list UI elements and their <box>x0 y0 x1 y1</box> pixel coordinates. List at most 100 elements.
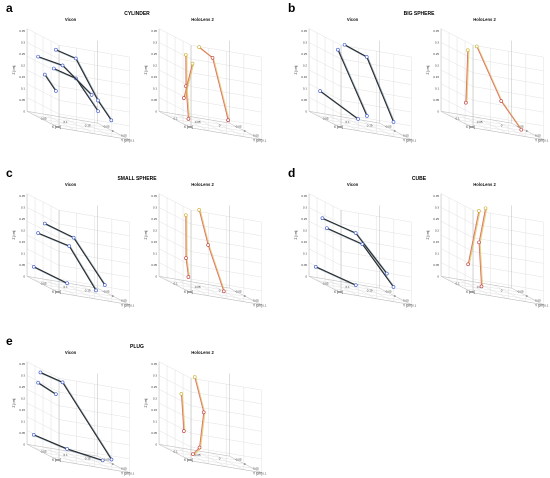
grid-line <box>449 280 520 293</box>
grid-line <box>26 28 130 58</box>
trajectory-marker <box>320 216 325 221</box>
grid-line <box>43 284 114 297</box>
subplot-vicon: Vicon0.350.30.250.20.150.10.0500.050.10.… <box>12 350 135 475</box>
trajectory-marker <box>36 231 40 235</box>
grid-line <box>440 69 544 99</box>
z-tick-label: 0.35 <box>19 194 25 198</box>
y-axis-label: Y [cm] <box>403 303 412 307</box>
trajectory-marker <box>197 208 201 212</box>
trajectory-marker <box>94 288 98 293</box>
panel-letter: e <box>6 334 13 348</box>
grid-line <box>308 56 412 85</box>
z-tick-label: 0.1 <box>435 251 440 255</box>
z-axis-label: Z [cm] <box>294 230 298 239</box>
z-tick-label: 0.35 <box>151 362 157 366</box>
z-tick-label: 0.35 <box>301 29 307 33</box>
z-tick-label: 0 <box>23 109 25 113</box>
y-tick-label: 0 <box>526 294 528 298</box>
grid-line <box>26 193 130 223</box>
x-tick-label: 0.1 <box>174 116 179 120</box>
x-tick-label: 0.15 <box>367 289 373 293</box>
x-axis-label: X [cm] <box>466 290 475 294</box>
z-tick-label: 0.05 <box>301 263 307 267</box>
grid-line <box>333 123 404 136</box>
z-tick-label: 0.3 <box>21 40 26 44</box>
grid-line <box>440 221 544 250</box>
grid-line <box>183 456 254 469</box>
z-tick-label: 0.25 <box>301 52 307 56</box>
trajectory-shadow <box>199 210 226 293</box>
trajectory-marker <box>31 264 36 269</box>
grid-line <box>26 389 130 418</box>
grid-line <box>158 221 262 250</box>
panel-title: PLUG <box>130 344 144 350</box>
grid-line <box>26 69 130 99</box>
trajectory-marker <box>474 44 479 49</box>
z-tick-label: 0.05 <box>433 98 439 102</box>
grid-line <box>167 280 238 293</box>
x-tick-label: 0.1 <box>456 281 461 285</box>
subplot-title: HoloLens 2 <box>473 17 496 22</box>
y-tick-label: 0 <box>112 462 114 466</box>
subplot-holo: HoloLens 20.350.30.250.20.150.10.0500.10… <box>426 17 549 142</box>
trajectory-marker <box>466 262 470 267</box>
z-tick-label: 0.1 <box>21 251 26 255</box>
z-tick-label: 0.2 <box>21 63 26 67</box>
subplot-title: Vicon <box>347 182 359 187</box>
x-axis-label: X [cm] <box>52 458 61 462</box>
grid-line <box>308 207 412 237</box>
x-tick-label: 0.15 <box>85 457 91 461</box>
trajectory-marker <box>73 56 78 61</box>
z-tick-label: 0.2 <box>153 63 158 67</box>
trajectory-marker <box>477 209 481 213</box>
grid-line <box>35 280 106 293</box>
z-tick-label: 0.15 <box>301 240 307 244</box>
trajectory-marker <box>191 452 195 456</box>
grid-line <box>440 42 544 72</box>
trajectory-line <box>53 68 99 112</box>
trajectory-marker <box>100 458 105 463</box>
grid-line <box>26 248 130 278</box>
x-axis-label: X [cm] <box>334 290 343 294</box>
x-tick-label: 0.05 <box>41 281 47 285</box>
y-tick-label: 0.05 <box>121 134 127 138</box>
z-tick-label: 0.15 <box>19 240 25 244</box>
x-tick-label: 0.05 <box>477 120 483 124</box>
grid-line <box>167 115 238 128</box>
grid-line <box>43 119 114 132</box>
grid-line <box>317 115 388 128</box>
trajectory-marker <box>43 221 47 226</box>
trajectory-marker <box>364 55 369 59</box>
trajectory-line <box>344 44 395 123</box>
z-tick-label: 0.3 <box>435 205 440 209</box>
trajectory-shadow <box>181 394 186 432</box>
axes-floor <box>26 276 130 305</box>
y-tick-label: 0.1 <box>262 138 267 142</box>
panel-title: BIG SPHERE <box>404 11 436 17</box>
grid-line <box>158 207 262 237</box>
trajectory-marker <box>190 61 195 66</box>
trajectory-marker <box>465 48 470 52</box>
panel-title: CUBE <box>412 176 427 182</box>
y-axis-label: Y [cm] <box>535 138 544 142</box>
y-tick-label: 0 <box>244 129 246 133</box>
trajectory-marker <box>183 52 188 57</box>
subplot-vicon: Vicon0.350.30.250.20.150.10.0500.050.10.… <box>294 17 417 142</box>
z-tick-label: 0.3 <box>153 373 158 377</box>
trajectory-line <box>319 90 359 120</box>
y-tick-label: -0.05 <box>103 457 110 461</box>
subplot-title: Vicon <box>65 182 77 187</box>
trajectory-marker <box>206 243 210 247</box>
grid-line <box>183 288 254 301</box>
x-axis-label: X [cm] <box>466 125 475 129</box>
x-tick-label: 0.1 <box>64 120 69 124</box>
trajectory-marker <box>354 283 358 287</box>
grid-line <box>449 115 520 128</box>
y-axis-label: Y [cm] <box>121 471 130 475</box>
z-tick-label: 0.25 <box>19 217 25 221</box>
z-tick-label: 0 <box>155 274 157 278</box>
trajectory-marker <box>109 118 114 123</box>
z-tick-label: 0.35 <box>19 29 25 33</box>
z-tick-label: 0 <box>155 109 157 113</box>
x-axis-label: X [cm] <box>184 125 193 129</box>
